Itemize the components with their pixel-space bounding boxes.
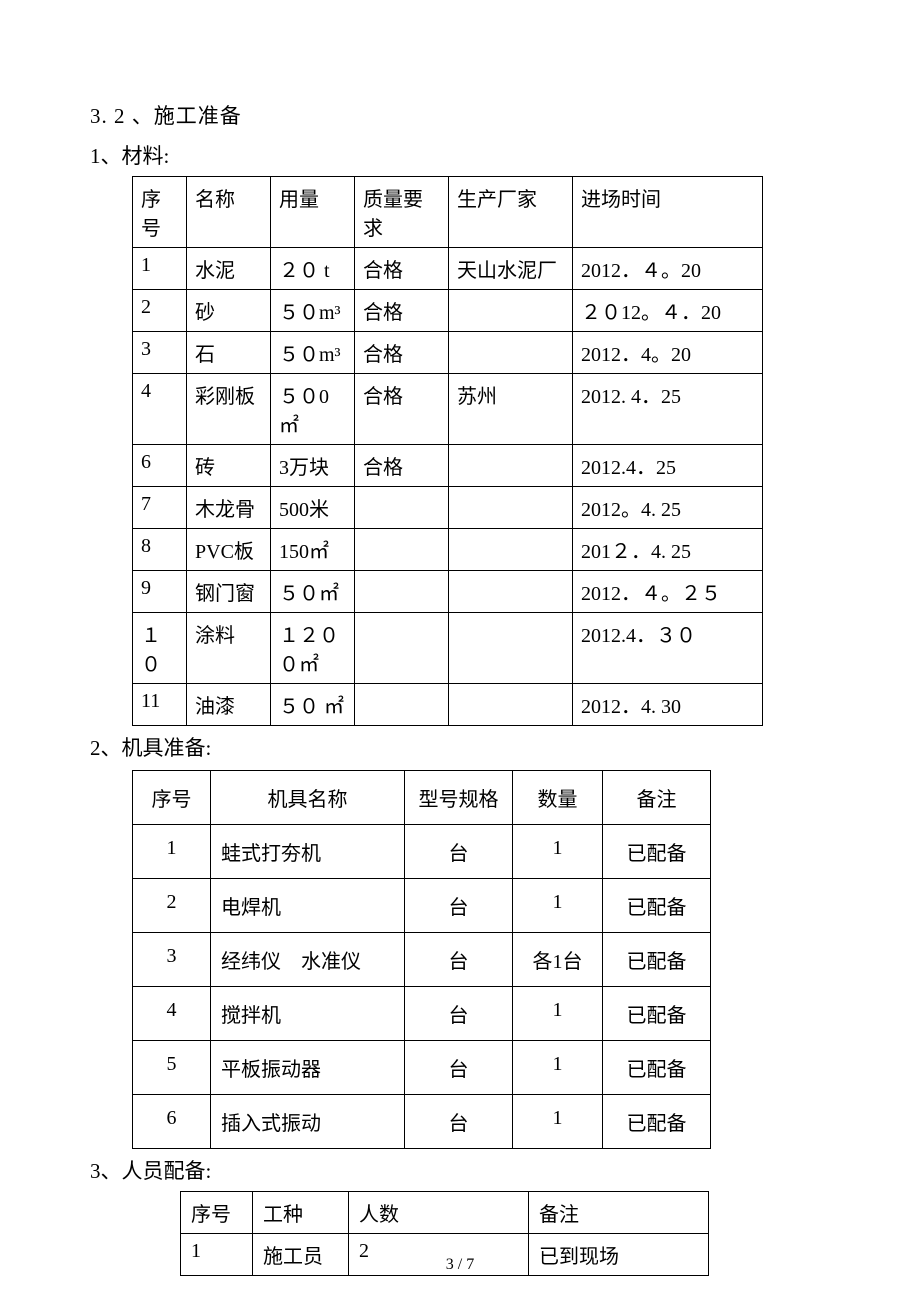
table-row: 6插入式振动台1已配备: [133, 1095, 711, 1149]
table-row: 9钢门窗５０㎡2012．４。２５: [133, 571, 763, 613]
header-cell: 进场时间: [573, 177, 763, 248]
tools-table: 序号 机具名称 型号规格 数量 备注 1蛙式打夯机台1已配备 2电焊机台1已配备…: [132, 770, 711, 1149]
table-header-row: 序号 名称 用量 质量要求 生产厂家 进场时间: [133, 177, 763, 248]
header-cell: 序号: [133, 771, 211, 825]
table-row: 11油漆 ５０ ㎡2012．4. 30: [133, 684, 763, 726]
table-row: 7木龙骨500米2012。4. 25: [133, 487, 763, 529]
header-cell: 质量要求: [355, 177, 449, 248]
table-row: 1蛙式打夯机台1已配备: [133, 825, 711, 879]
header-cell: 数量: [513, 771, 603, 825]
header-cell: 备注: [529, 1192, 709, 1234]
table-row: 5平板振动器台1已配备: [133, 1041, 711, 1095]
table-row: 1水泥２０ t合格天山水泥厂2012．４。20: [133, 248, 763, 290]
header-cell: 型号规格: [405, 771, 513, 825]
table-row: 4搅拌机台1已配备: [133, 987, 711, 1041]
header-cell: 生产厂家: [449, 177, 573, 248]
table-header-row: 序号 工种 人数 备注: [181, 1192, 709, 1234]
table-row: 4彩刚板５０0㎡合格苏州2012. 4．25: [133, 374, 763, 445]
header-cell: 用量: [271, 177, 355, 248]
table-row: 8PVC板150㎡201２．4. 25: [133, 529, 763, 571]
header-cell: 备注: [603, 771, 711, 825]
header-cell: 序号: [133, 177, 187, 248]
header-cell: 机具名称: [211, 771, 405, 825]
table-row: 2电焊机台1已配备: [133, 879, 711, 933]
table-row: 3经纬仪 水准仪台各1台已配备: [133, 933, 711, 987]
materials-table: 序号 名称 用量 质量要求 生产厂家 进场时间 1水泥２０ t合格天山水泥厂20…: [132, 176, 763, 726]
header-cell: 工种: [253, 1192, 349, 1234]
header-cell: 名称: [187, 177, 271, 248]
section-heading: 3. 2 、施工准备: [90, 100, 830, 130]
table-header-row: 序号 机具名称 型号规格 数量 备注: [133, 771, 711, 825]
tools-title: 2、机具准备:: [90, 732, 830, 762]
materials-title: 1、材料:: [90, 140, 830, 170]
table-row: 2砂５０m³合格２０12。４．20: [133, 290, 763, 332]
page-number: 3 / 7: [0, 1256, 920, 1274]
table-row: １０涂料１２００㎡2012.4．３０: [133, 613, 763, 684]
table-row: 3石５０m³合格 2012．4。20: [133, 332, 763, 374]
table-row: 6砖3万块合格2012.4．25: [133, 445, 763, 487]
header-cell: 序号: [181, 1192, 253, 1234]
header-cell: 人数: [349, 1192, 529, 1234]
personnel-title: 3、人员配备:: [90, 1155, 830, 1185]
